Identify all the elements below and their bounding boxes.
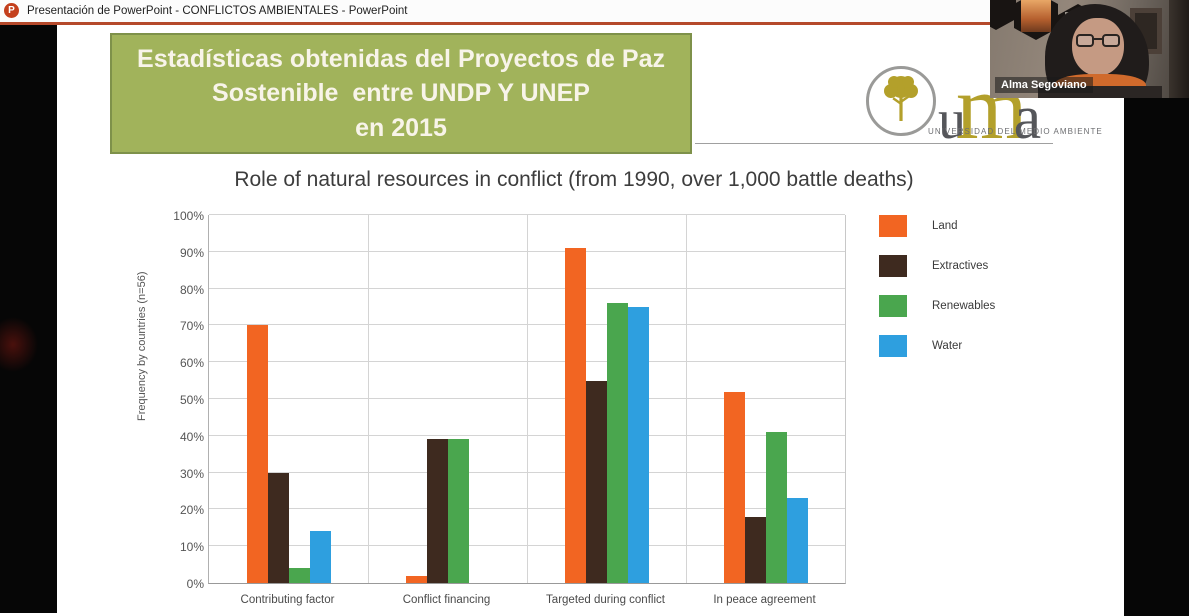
chart-legend: Land Extractives Renewables Water bbox=[879, 215, 995, 375]
uma-logo-circle bbox=[866, 66, 936, 136]
category-label: Contributing factor bbox=[240, 594, 335, 606]
legend-label: Land bbox=[932, 220, 958, 232]
bar-extractives bbox=[267, 472, 289, 583]
reflection-smudge bbox=[0, 317, 38, 372]
legend-swatch bbox=[879, 255, 907, 277]
bar-extractives bbox=[585, 380, 607, 583]
x-axis-labels: Contributing factor Conflict financing Tar… bbox=[208, 594, 846, 612]
window-titlebar: P Presentación de PowerPoint - CONFLICTO… bbox=[0, 0, 1189, 22]
slide-title-line: Estadísticas obtenidas del Proyectos de … bbox=[137, 45, 665, 74]
glasses-lens bbox=[1076, 34, 1094, 47]
bar-renewables bbox=[606, 303, 628, 583]
wall-hexagon-frame bbox=[990, 0, 1016, 30]
y-axis-ticks: 0% 10% 20% 30% 40% 50% 60% 70% 80% 90% 100% bbox=[158, 209, 204, 591]
window-title: Presentación de PowerPoint - CONFLICTOS … bbox=[27, 5, 408, 17]
bar-group bbox=[368, 215, 527, 583]
slide-title-line: Sostenible entre UNDP Y UNEP bbox=[212, 79, 590, 108]
chart-title: Role of natural resources in conflict (f… bbox=[234, 168, 914, 191]
category-label: Conflict financing bbox=[402, 594, 491, 606]
legend-item: Extractives bbox=[879, 255, 995, 277]
uma-letter-u: u bbox=[938, 89, 966, 151]
gridline bbox=[209, 214, 845, 215]
bar-water bbox=[786, 498, 808, 583]
slide-title-box: Estadísticas obtenidas del Proyectos de … bbox=[110, 33, 692, 154]
bar-group bbox=[209, 215, 368, 583]
y-tick-label: 50% bbox=[179, 393, 204, 407]
bar-renewables bbox=[288, 568, 310, 583]
y-tick-label: 60% bbox=[179, 356, 204, 371]
category-label: Targeted during conflict bbox=[546, 594, 665, 606]
legend-swatch bbox=[879, 335, 907, 357]
bar-water bbox=[309, 531, 331, 583]
bar-extractives bbox=[744, 516, 766, 583]
bar-group bbox=[686, 215, 845, 583]
legend-item: Land bbox=[879, 215, 995, 237]
titlebar-accent-line bbox=[0, 22, 1189, 25]
bar-water bbox=[627, 307, 649, 583]
y-tick-label: 100% bbox=[173, 209, 204, 223]
y-tick-label: 40% bbox=[179, 429, 204, 444]
powerpoint-icon: P bbox=[4, 3, 19, 18]
y-tick-label: 30% bbox=[179, 466, 204, 481]
gridline bbox=[368, 215, 369, 583]
bar-land bbox=[723, 391, 745, 583]
curtain bbox=[1169, 0, 1189, 98]
bar-extractives bbox=[426, 439, 448, 583]
legend-item: Water bbox=[879, 335, 995, 357]
y-tick-label: 70% bbox=[179, 319, 204, 334]
y-tick-label: 10% bbox=[179, 540, 204, 555]
bar-renewables bbox=[447, 439, 469, 583]
glasses-bridge bbox=[1093, 38, 1103, 40]
bar-renewables bbox=[765, 432, 787, 583]
y-tick-label: 80% bbox=[179, 282, 204, 297]
letterbox-left bbox=[0, 25, 57, 613]
legend-item: Renewables bbox=[879, 295, 995, 317]
bar-group bbox=[527, 215, 686, 583]
glasses bbox=[1076, 34, 1120, 48]
hexagon-photo bbox=[1021, 0, 1051, 32]
bar-land bbox=[246, 325, 268, 583]
y-axis-title: Frequency by countries (n=56) bbox=[136, 271, 148, 421]
gridline bbox=[686, 215, 687, 583]
uma-wordmark: u m a bbox=[938, 54, 1041, 160]
participant-name-label: Alma Segoviano bbox=[995, 77, 1093, 93]
uma-subtitle: UNIVERSIDAD DEL MEDIO AMBIENTE bbox=[928, 127, 1103, 136]
y-tick-label: 0% bbox=[186, 577, 204, 591]
y-tick-label: 90% bbox=[179, 245, 204, 260]
bar-land bbox=[405, 575, 427, 583]
plot-area bbox=[208, 214, 846, 584]
tree-icon bbox=[884, 76, 918, 121]
legend-label: Renewables bbox=[932, 300, 996, 312]
legend-swatch bbox=[879, 295, 907, 317]
header-divider-line bbox=[695, 143, 1053, 144]
bar-land bbox=[564, 248, 586, 583]
glasses-lens bbox=[1102, 34, 1120, 47]
gridline bbox=[527, 215, 528, 583]
legend-label: Water bbox=[932, 340, 963, 352]
participant-face bbox=[1072, 18, 1124, 76]
y-tick-label: 20% bbox=[179, 503, 204, 518]
slide-title-line: en 2015 bbox=[355, 113, 447, 142]
video-thumbnail[interactable]: Alma Segoviano bbox=[990, 0, 1189, 98]
legend-label: Extractives bbox=[932, 260, 989, 272]
legend-swatch bbox=[879, 215, 907, 237]
category-label: In peace agreement bbox=[713, 594, 816, 606]
letterbox-right bbox=[1124, 98, 1189, 616]
